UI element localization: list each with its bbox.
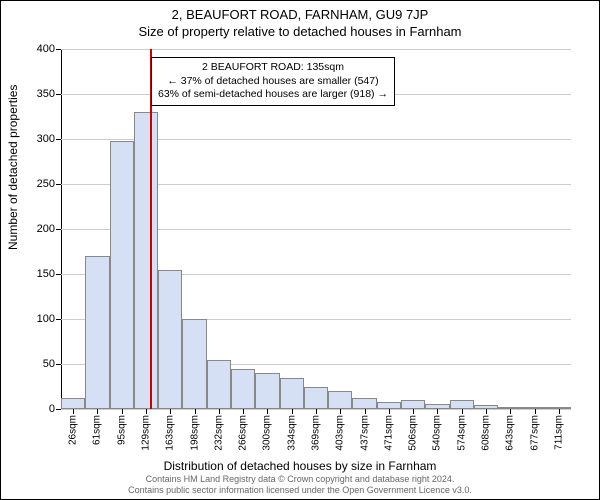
ytick-mark xyxy=(56,139,61,140)
xtick-mark xyxy=(340,409,341,414)
xtick-mark xyxy=(365,409,366,414)
annotation-box: 2 BEAUFORT ROAD: 135sqm← 37% of detached… xyxy=(151,57,395,106)
histogram-bar xyxy=(280,378,304,410)
histogram-bar xyxy=(134,112,158,409)
xtick-mark xyxy=(267,409,268,414)
xtick-label: 334sqm xyxy=(286,415,297,451)
xtick-label: 163sqm xyxy=(165,415,176,451)
xtick-mark xyxy=(122,409,123,414)
ytick-mark xyxy=(56,319,61,320)
xtick-mark xyxy=(195,409,196,414)
xtick-label: 26sqm xyxy=(68,415,79,445)
histogram-bar xyxy=(207,360,231,410)
ytick-mark xyxy=(56,409,61,410)
xtick-label: 61sqm xyxy=(92,415,103,445)
ytick-mark xyxy=(56,229,61,230)
xtick-label: 677sqm xyxy=(529,415,540,451)
chart-container: 2, BEAUFORT ROAD, FARNHAM, GU9 7JP Size … xyxy=(0,0,600,500)
xtick-mark xyxy=(510,409,511,414)
xtick-label: 369sqm xyxy=(311,415,322,451)
xtick-label: 95sqm xyxy=(116,415,127,445)
xtick-mark xyxy=(292,409,293,414)
ytick-label: 300 xyxy=(37,133,55,145)
ytick-label: 50 xyxy=(43,358,55,370)
histogram-bar xyxy=(304,387,328,410)
xtick-mark xyxy=(413,409,414,414)
grid-line xyxy=(61,49,571,50)
ytick-label: 350 xyxy=(37,88,55,100)
xtick-mark xyxy=(486,409,487,414)
annotation-line3: 63% of semi-detached houses are larger (… xyxy=(158,88,388,102)
xtick-mark xyxy=(462,409,463,414)
footer: Contains HM Land Registry data © Crown c… xyxy=(1,474,599,496)
subtitle: Size of property relative to detached ho… xyxy=(1,24,599,39)
xtick-label: 300sqm xyxy=(262,415,273,451)
histogram-bar xyxy=(85,256,109,409)
xtick-mark xyxy=(219,409,220,414)
ytick-label: 400 xyxy=(37,43,55,55)
xtick-mark xyxy=(316,409,317,414)
xtick-mark xyxy=(559,409,560,414)
ytick-mark xyxy=(56,364,61,365)
address-title: 2, BEAUFORT ROAD, FARNHAM, GU9 7JP xyxy=(1,7,599,22)
ytick-label: 100 xyxy=(37,313,55,325)
xtick-mark xyxy=(243,409,244,414)
histogram-bar xyxy=(61,398,85,409)
xtick-mark xyxy=(170,409,171,414)
xtick-mark xyxy=(437,409,438,414)
ytick-mark xyxy=(56,94,61,95)
histogram-bar xyxy=(231,369,255,410)
xtick-label: 403sqm xyxy=(335,415,346,451)
y-axis-label: Number of detached properties xyxy=(6,85,20,250)
histogram-bar xyxy=(450,400,474,409)
xtick-label: 643sqm xyxy=(505,415,516,451)
xtick-label: 437sqm xyxy=(359,415,370,451)
xtick-mark xyxy=(97,409,98,414)
xtick-label: 198sqm xyxy=(189,415,200,451)
histogram-bar xyxy=(377,402,401,409)
ytick-mark xyxy=(56,184,61,185)
ytick-label: 200 xyxy=(37,223,55,235)
xtick-label: 540sqm xyxy=(432,415,443,451)
ytick-label: 250 xyxy=(37,178,55,190)
xtick-label: 129sqm xyxy=(141,415,152,451)
ytick-label: 0 xyxy=(49,403,55,415)
xtick-mark xyxy=(535,409,536,414)
histogram-bar xyxy=(255,373,279,409)
xtick-mark xyxy=(146,409,147,414)
xtick-label: 471sqm xyxy=(383,415,394,451)
xtick-mark xyxy=(389,409,390,414)
xtick-label: 232sqm xyxy=(213,415,224,451)
ytick-mark xyxy=(56,49,61,50)
histogram-bar xyxy=(110,141,134,409)
xtick-label: 608sqm xyxy=(481,415,492,451)
xtick-label: 266sqm xyxy=(238,415,249,451)
xtick-label: 711sqm xyxy=(553,415,564,450)
ytick-mark xyxy=(56,274,61,275)
histogram-bar xyxy=(328,391,352,409)
histogram-bar xyxy=(182,319,206,409)
xtick-mark xyxy=(73,409,74,414)
ytick-label: 150 xyxy=(37,268,55,280)
histogram-bar xyxy=(158,270,182,410)
plot-area: 05010015020025030035040026sqm61sqm95sqm1… xyxy=(61,49,571,409)
footer-line2: Contains public sector information licen… xyxy=(1,485,599,496)
xtick-label: 506sqm xyxy=(408,415,419,451)
annotation-line2: ← 37% of detached houses are smaller (54… xyxy=(158,75,388,89)
annotation-line1: 2 BEAUFORT ROAD: 135sqm xyxy=(158,61,388,75)
footer-line1: Contains HM Land Registry data © Crown c… xyxy=(1,474,599,485)
x-axis-label: Distribution of detached houses by size … xyxy=(1,459,599,473)
histogram-bar xyxy=(352,398,376,409)
histogram-bar xyxy=(401,400,425,409)
xtick-label: 574sqm xyxy=(456,415,467,451)
